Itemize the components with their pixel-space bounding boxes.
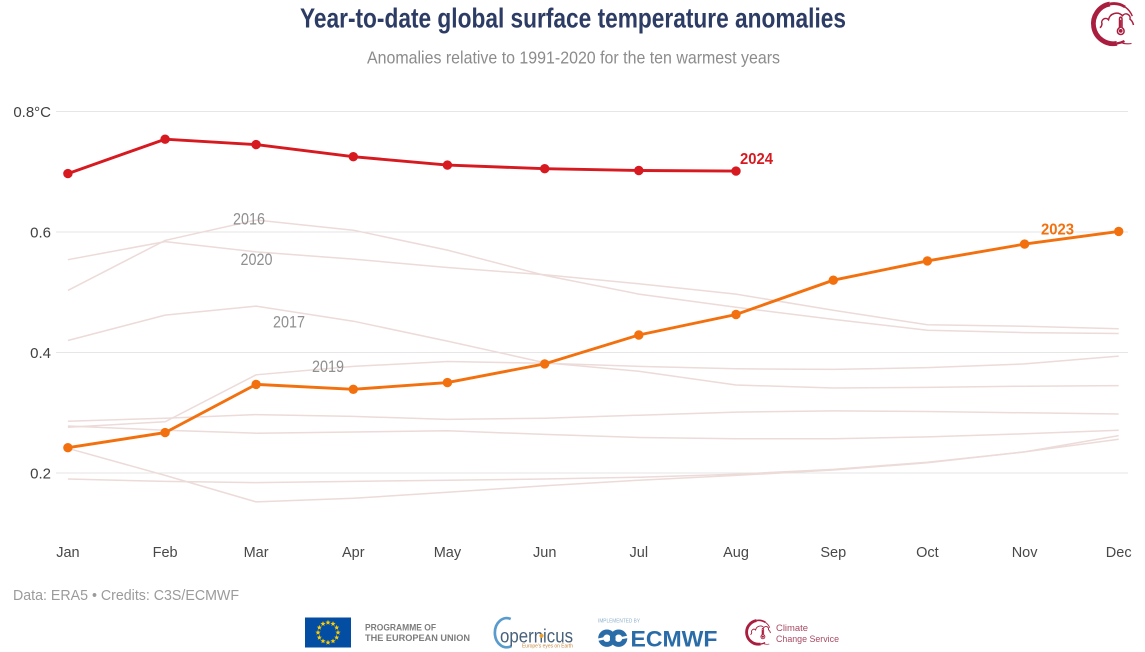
svg-text:2019: 2019: [312, 357, 344, 376]
svg-text:2017: 2017: [273, 313, 305, 332]
svg-text:2016: 2016: [233, 210, 265, 229]
svg-text:0.8°C: 0.8°C: [13, 104, 51, 121]
svg-text:Climate: Climate: [776, 623, 808, 634]
svg-text:THE EUROPEAN UNION: THE EUROPEAN UNION: [365, 633, 470, 644]
svg-text:Dec: Dec: [1106, 545, 1132, 561]
svg-text:Jun: Jun: [533, 545, 556, 561]
svg-text:May: May: [434, 545, 462, 561]
svg-text:Change Service: Change Service: [776, 634, 839, 645]
svg-text:2020: 2020: [241, 250, 273, 269]
svg-text:Apr: Apr: [342, 545, 365, 561]
svg-text:Year-to-date global surface te: Year-to-date global surface temperature …: [300, 3, 846, 34]
svg-text:Mar: Mar: [244, 545, 269, 561]
svg-text:PROGRAMME OF: PROGRAMME OF: [365, 623, 436, 634]
svg-text:Data: ERA5 • Credits: C3S/ECMW: Data: ERA5 • Credits: C3S/ECMWF: [13, 588, 239, 604]
svg-text:ECMWF: ECMWF: [631, 626, 718, 651]
svg-text:Nov: Nov: [1012, 545, 1039, 561]
svg-text:Jan: Jan: [56, 545, 79, 561]
svg-text:Anomalies relative to 1991-202: Anomalies relative to 1991-2020 for the …: [367, 48, 780, 68]
svg-text:Europe's eyes on Earth: Europe's eyes on Earth: [522, 644, 573, 650]
svg-text:opernicus: opernicus: [500, 625, 573, 647]
svg-text:0.6: 0.6: [30, 225, 51, 242]
svg-text:Jul: Jul: [630, 545, 649, 561]
svg-text:Sep: Sep: [820, 545, 846, 561]
svg-text:0.4: 0.4: [30, 345, 51, 362]
svg-text:Feb: Feb: [153, 545, 178, 561]
svg-text:2024: 2024: [740, 151, 773, 168]
svg-text:Aug: Aug: [723, 545, 749, 561]
svg-text:IMPLEMENTED BY: IMPLEMENTED BY: [598, 619, 640, 625]
svg-text:Oct: Oct: [916, 545, 939, 561]
svg-text:0.2: 0.2: [30, 466, 51, 483]
svg-text:2023: 2023: [1041, 222, 1074, 239]
